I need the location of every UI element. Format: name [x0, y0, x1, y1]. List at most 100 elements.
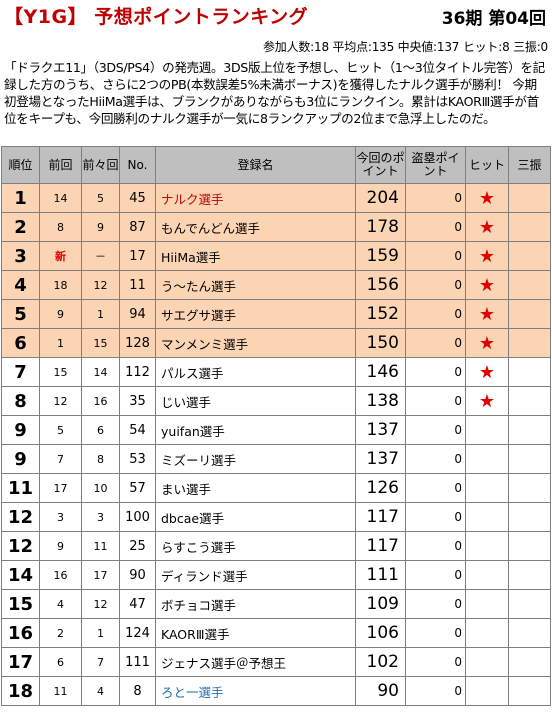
- player-name-cell: dbcae選手: [155, 502, 356, 532]
- prev-rank-cell: 4: [39, 589, 82, 619]
- player-name-cell: マンメンミ選手: [155, 328, 356, 358]
- prev-rank-cell: 16: [39, 560, 82, 590]
- prev-rank-cell: 18: [39, 270, 82, 300]
- prev2-rank-cell: 17: [81, 560, 120, 590]
- points-cell: 137: [355, 444, 406, 474]
- strikeout-cell: [508, 444, 551, 474]
- steal-points-cell: 0: [405, 473, 466, 503]
- points-cell: 109: [355, 589, 406, 619]
- hit-cell: ★: [465, 299, 509, 329]
- steal-points-cell: 0: [405, 183, 466, 213]
- points-cell: 117: [355, 531, 406, 561]
- table-row: 17 6 7 111 ジェナス選手＠予想王 102 0: [1, 647, 551, 677]
- steal-points-cell: 0: [405, 241, 466, 271]
- points-cell: 106: [355, 618, 406, 648]
- table-row: 18 11 4 8 ろと一選手 90 0: [1, 676, 551, 706]
- rank-cell: 3: [1, 241, 40, 271]
- rank-cell: 9: [1, 415, 40, 445]
- table-header-row: 順位 前回 前々回 No. 登録名 今回のポイント 盗塁ポイント ヒット 三振: [1, 146, 551, 184]
- table-row: 12 9 11 25 らすこう選手 117 0: [1, 531, 551, 561]
- prev2-rank-cell: 12: [81, 589, 120, 619]
- strikeout-cell: [508, 183, 551, 213]
- points-cell: 152: [355, 299, 406, 329]
- hit-star-icon: ★: [478, 361, 496, 383]
- hit-cell: [465, 502, 509, 532]
- points-cell: 90: [355, 676, 406, 706]
- table-row: 5 9 1 94 サエグサ選手 152 0 ★: [1, 299, 551, 329]
- player-name-cell: ナルク選手: [155, 183, 356, 213]
- hit-cell: [465, 444, 509, 474]
- player-name-cell: ディランド選手: [155, 560, 356, 590]
- points-cell: 156: [355, 270, 406, 300]
- player-name-cell: ボチョコ選手: [155, 589, 356, 619]
- rank-cell: 2: [1, 212, 40, 242]
- prev-rank-cell: 新: [39, 241, 82, 271]
- entry-number-cell: 111: [119, 647, 156, 677]
- rank-cell: 18: [1, 676, 40, 706]
- prev-rank-cell: 15: [39, 357, 82, 387]
- steal-points-cell: 0: [405, 531, 466, 561]
- col-header-no: No.: [119, 146, 156, 184]
- strikeout-cell: [508, 415, 551, 445]
- strikeout-cell: [508, 241, 551, 271]
- strikeout-cell: [508, 357, 551, 387]
- table-row: 2 8 9 87 もんでんどん選手 178 0 ★: [1, 212, 551, 242]
- rank-cell: 7: [1, 357, 40, 387]
- prev-rank-cell: 9: [39, 531, 82, 561]
- hit-star-icon: ★: [478, 303, 496, 325]
- table-row: 15 4 12 47 ボチョコ選手 109 0: [1, 589, 551, 619]
- steal-points-cell: 0: [405, 212, 466, 242]
- ranking-table: 順位 前回 前々回 No. 登録名 今回のポイント 盗塁ポイント ヒット 三振 …: [1, 146, 551, 706]
- prev2-rank-cell: 1: [81, 618, 120, 648]
- points-cell: 146: [355, 357, 406, 387]
- hit-star-icon: ★: [478, 274, 496, 296]
- points-cell: 126: [355, 473, 406, 503]
- entry-number-cell: 57: [119, 473, 156, 503]
- steal-points-cell: 0: [405, 502, 466, 532]
- prev2-rank-cell: 5: [81, 183, 120, 213]
- rank-cell: 15: [1, 589, 40, 619]
- prev2-rank-cell: 3: [81, 502, 120, 532]
- player-name-cell: yuifan選手: [155, 415, 356, 445]
- hit-cell: ★: [465, 386, 509, 416]
- table-row: 16 2 1 124 KAORⅢ選手 106 0: [1, 618, 551, 648]
- prev-rank-cell: 1: [39, 328, 82, 358]
- strikeout-cell: [508, 676, 551, 706]
- table-row: 7 15 14 112 パルス選手 146 0 ★: [1, 357, 551, 387]
- hit-cell: ★: [465, 241, 509, 271]
- rank-cell: 17: [1, 647, 40, 677]
- prev2-rank-cell: 8: [81, 444, 120, 474]
- prev2-rank-cell: －: [81, 241, 120, 271]
- points-cell: 137: [355, 415, 406, 445]
- ranking-body: 1 14 5 45 ナルク選手 204 0 ★ 2 8 9 87 もんでんどん選手 178 0 ★ 3 新－ 17 H…: [1, 183, 551, 706]
- entry-number-cell: 128: [119, 328, 156, 358]
- player-name-cell: KAORⅢ選手: [155, 618, 356, 648]
- rank-cell: 4: [1, 270, 40, 300]
- entry-number-cell: 90: [119, 560, 156, 590]
- entry-number-cell: 45: [119, 183, 156, 213]
- prev-rank-cell: 12: [39, 386, 82, 416]
- table-row: 9 5 6 54 yuifan選手 137 0: [1, 415, 551, 445]
- table-row: 1 14 5 45 ナルク選手 204 0 ★: [1, 183, 551, 213]
- entry-number-cell: 17: [119, 241, 156, 271]
- hit-cell: ★: [465, 270, 509, 300]
- table-row: 6 1 15 128 マンメンミ選手 150 0 ★: [1, 328, 551, 358]
- player-name-cell: HiiMa選手: [155, 241, 356, 271]
- hit-cell: [465, 560, 509, 590]
- player-name-cell: サエグサ選手: [155, 299, 356, 329]
- player-name-cell: もんでんどん選手: [155, 212, 356, 242]
- hit-cell: [465, 589, 509, 619]
- player-name-cell: じい選手: [155, 386, 356, 416]
- points-cell: 159: [355, 241, 406, 271]
- player-name-cell: ろと一選手: [155, 676, 356, 706]
- strikeout-cell: [508, 531, 551, 561]
- steal-points-cell: 0: [405, 270, 466, 300]
- strikeout-cell: [508, 618, 551, 648]
- col-header-points: 今回のポイント: [355, 146, 406, 184]
- hit-star-icon: ★: [478, 245, 496, 267]
- table-row: 11 17 10 57 まい選手 126 0: [1, 473, 551, 503]
- col-header-steal: 盗塁ポイント: [405, 146, 466, 184]
- entry-number-cell: 47: [119, 589, 156, 619]
- steal-points-cell: 0: [405, 647, 466, 677]
- rank-cell: 14: [1, 560, 40, 590]
